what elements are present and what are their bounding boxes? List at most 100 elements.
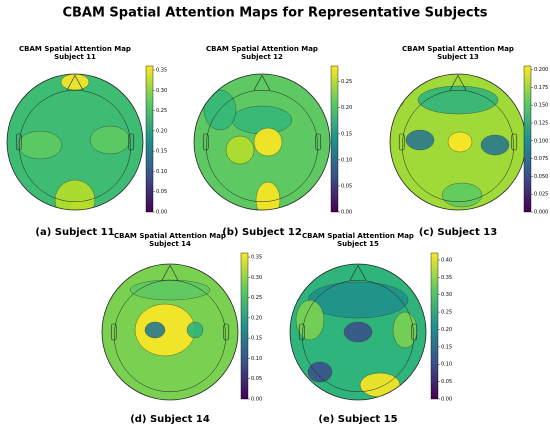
colorbar-tick-label: 0.05 xyxy=(441,379,452,385)
map-blob xyxy=(129,279,211,301)
colorbar-tick-label: 0.35 xyxy=(156,68,167,74)
head-outline xyxy=(289,263,427,401)
map xyxy=(194,74,330,210)
panel-title: CBAM Spatial Attention Map xyxy=(402,45,514,53)
colorbar-tick-label: 0.20 xyxy=(441,327,452,333)
ear-left xyxy=(298,323,305,341)
colorbar-tick-label: 0.25 xyxy=(156,108,167,114)
nose xyxy=(449,74,467,91)
map-blob xyxy=(89,125,131,155)
colorbar-tick-label: 0.15 xyxy=(251,336,262,342)
head-inner xyxy=(113,279,227,393)
colorbar-tick-label: 0.00 xyxy=(441,397,452,403)
colorbar-tick-label: 0.10 xyxy=(251,356,262,362)
map-blob xyxy=(417,85,499,115)
colorbar xyxy=(240,252,249,400)
colorbar-tick-label: 0.100 xyxy=(534,138,548,144)
nose xyxy=(253,74,271,91)
map-blob xyxy=(480,134,510,156)
nose xyxy=(161,264,179,281)
map-bg xyxy=(7,74,143,210)
head-outline xyxy=(101,263,239,401)
panel-caption: (d) Subject 14 xyxy=(130,414,210,425)
colorbar xyxy=(523,65,532,213)
panel-subtitle: Subject 15 xyxy=(337,240,379,248)
ear-right xyxy=(128,133,135,151)
map xyxy=(102,264,238,400)
map-blob xyxy=(295,299,325,341)
colorbar xyxy=(330,65,339,213)
colorbar xyxy=(145,65,154,213)
head-inner xyxy=(205,89,319,203)
map-blob xyxy=(203,89,237,131)
panel-title: CBAM Spatial Attention Map xyxy=(19,45,131,53)
colorbar-tick-label: 0.20 xyxy=(156,128,167,134)
map-blob xyxy=(441,182,483,208)
panel-title: CBAM Spatial Attention Map xyxy=(206,45,318,53)
panel-subtitle: Subject 13 xyxy=(437,53,479,61)
panel-title: CBAM Spatial Attention Map xyxy=(302,232,414,240)
map-blob xyxy=(60,74,90,91)
map-blob xyxy=(359,372,401,398)
map-blob xyxy=(253,127,283,157)
colorbar-tick-label: 0.050 xyxy=(534,174,548,180)
colorbar-tick-label: 0.20 xyxy=(341,105,352,111)
colorbar-tick-label: 0.10 xyxy=(341,157,352,163)
colorbar-tick-label: 0.35 xyxy=(441,275,452,281)
head-outline xyxy=(6,73,144,211)
colorbar-tick-label: 0.25 xyxy=(251,295,262,301)
head-outline xyxy=(193,73,331,211)
panel-caption: (a) Subject 11 xyxy=(35,227,114,238)
map-blob xyxy=(17,130,63,160)
map xyxy=(390,74,526,210)
head-inner xyxy=(301,279,415,393)
panel-title: CBAM Spatial Attention Map xyxy=(114,232,226,240)
panel-subtitle: Subject 14 xyxy=(149,240,191,248)
colorbar-tick-label: 0.10 xyxy=(156,169,167,175)
colorbar-tick-label: 0.15 xyxy=(156,149,167,155)
ear-right xyxy=(223,323,230,341)
colorbar-tick-label: 0.025 xyxy=(534,192,548,198)
ear-left xyxy=(398,133,405,151)
ear-right xyxy=(411,323,418,341)
colorbar-tick-label: 0.200 xyxy=(534,67,548,73)
map-blob xyxy=(390,80,406,110)
colorbar-tick-label: 0.35 xyxy=(251,255,262,261)
ear-left xyxy=(202,133,209,151)
colorbar-tick-label: 0.30 xyxy=(441,292,452,298)
colorbar-tick-label: 0.05 xyxy=(251,376,262,382)
colorbar-tick-label: 0.30 xyxy=(251,275,262,281)
colorbar-tick-label: 0.25 xyxy=(341,79,352,85)
colorbar-tick-label: 0.05 xyxy=(341,183,352,189)
nose xyxy=(349,264,367,281)
colorbar-tick-label: 0.00 xyxy=(251,397,262,403)
panel-subtitle: Subject 11 xyxy=(54,53,96,61)
map-blob xyxy=(54,179,96,210)
colorbar-tick-label: 0.000 xyxy=(534,210,548,216)
map-blob xyxy=(225,135,255,165)
colorbar-tick-label: 0.20 xyxy=(251,315,262,321)
map-blob xyxy=(186,321,204,339)
panel-subtitle: Subject 12 xyxy=(241,53,283,61)
colorbar-tick-label: 0.30 xyxy=(156,88,167,94)
colorbar-tick-label: 0.00 xyxy=(156,210,167,216)
map-blob xyxy=(405,129,435,151)
panel-caption: (e) Subject 15 xyxy=(318,414,397,425)
nose xyxy=(66,74,84,91)
map-blob xyxy=(144,321,166,339)
map-blob xyxy=(447,131,473,153)
colorbar-tick-label: 0.075 xyxy=(534,156,548,162)
colorbar-tick-label: 0.15 xyxy=(441,344,452,350)
ear-right xyxy=(315,133,322,151)
colorbar-tick-label: 0.15 xyxy=(341,131,352,137)
ear-right xyxy=(511,133,518,151)
map-blob xyxy=(307,361,333,383)
map-blob xyxy=(343,321,373,343)
panel-caption: (b) Subject 12 xyxy=(222,227,302,238)
